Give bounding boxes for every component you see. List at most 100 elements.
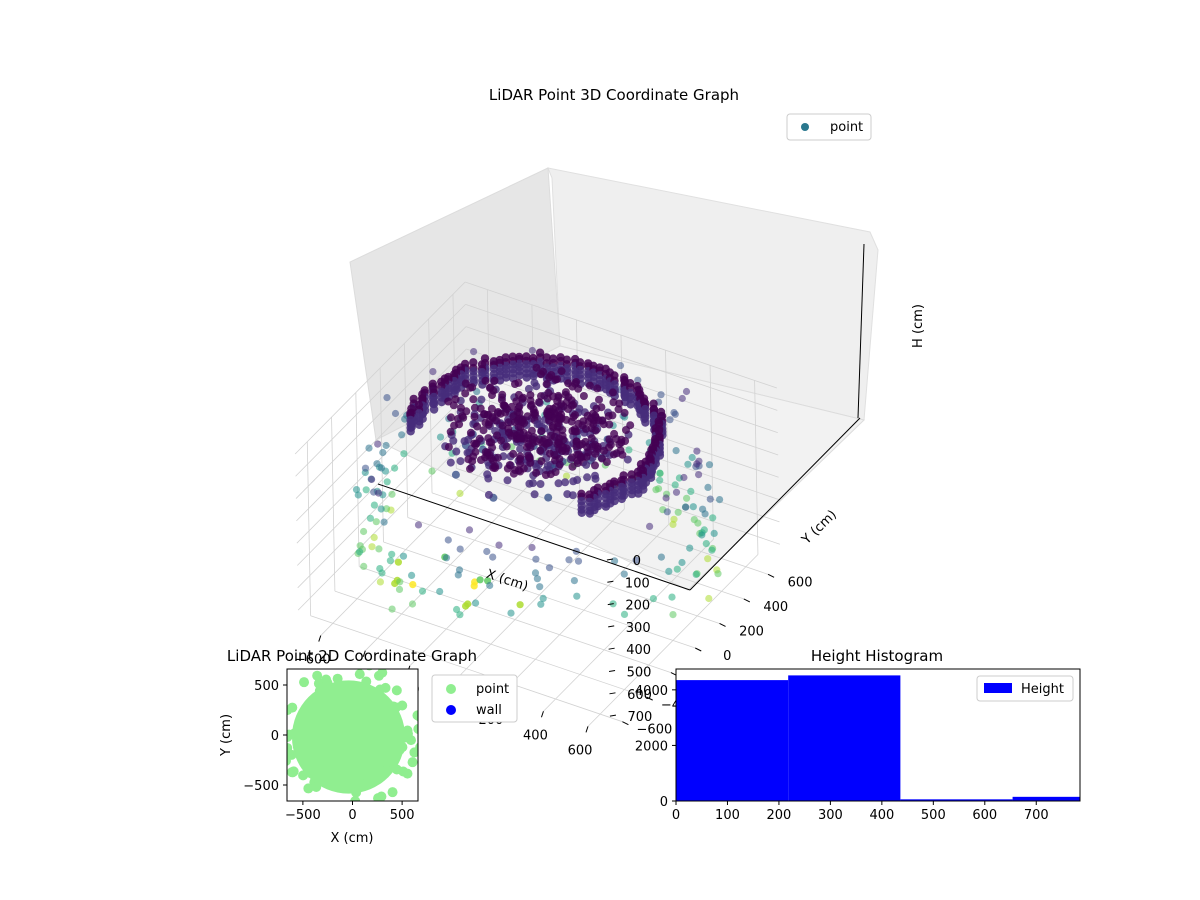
point-3d	[687, 487, 695, 495]
point-3d	[568, 462, 577, 471]
x-tick-label-2d: 0	[348, 808, 356, 823]
point-2d	[381, 765, 392, 776]
point-3d	[666, 416, 674, 424]
point-3d	[608, 388, 617, 397]
point-2d	[321, 674, 332, 685]
x-tick-label-histogram: 0	[672, 808, 680, 823]
point-3d	[470, 348, 478, 356]
point-3d	[366, 514, 374, 522]
y-tick-label-3d: 200	[739, 624, 764, 639]
histogram-title: Height Histogram	[811, 647, 943, 665]
point-3d	[578, 421, 587, 430]
point-2d	[299, 711, 310, 722]
point-3d	[557, 367, 566, 376]
point-3d	[684, 460, 692, 468]
grid-line-floor-y	[383, 541, 696, 649]
point-3d	[524, 384, 533, 393]
point-3d	[361, 464, 370, 472]
point-3d	[394, 558, 402, 566]
point-3d	[591, 461, 599, 470]
point-3d	[529, 371, 538, 381]
point-3d	[702, 540, 710, 548]
point-3d	[464, 455, 473, 464]
point-3d	[408, 571, 416, 580]
point-3d	[714, 570, 722, 578]
point-3d	[414, 521, 423, 529]
point-3d	[449, 436, 458, 445]
legend-histogram-swatch	[984, 683, 1012, 693]
point-3d	[470, 403, 479, 412]
point-3d	[528, 543, 536, 552]
point-3d	[454, 571, 462, 579]
point-3d	[386, 557, 394, 565]
point-3d	[456, 457, 465, 466]
point-3d	[476, 576, 484, 584]
point-2d-dense-region	[291, 680, 406, 794]
y-tick-label-3d: 400	[763, 600, 788, 615]
point-2d	[400, 732, 411, 743]
point-3d	[616, 362, 625, 370]
point-3d	[470, 412, 479, 421]
point-3d	[576, 453, 585, 462]
point-2d	[415, 742, 418, 752]
point-3d	[634, 489, 643, 498]
point-3d	[406, 427, 415, 436]
histogram-bar	[788, 675, 901, 801]
point-3d	[415, 420, 424, 429]
h-axis-label-3d: H (cm)	[911, 304, 926, 348]
point-3d	[501, 408, 510, 417]
point-3d	[695, 457, 703, 465]
point-3d	[503, 476, 512, 485]
grid-line-back-x	[754, 380, 759, 555]
point-3d	[362, 486, 370, 494]
point-3d	[709, 514, 717, 522]
point-3d	[479, 426, 488, 435]
y-axis-line	[689, 417, 861, 591]
point-3d	[395, 585, 404, 594]
point-3d	[626, 400, 635, 409]
point-3d	[398, 431, 406, 439]
point-3d	[646, 522, 654, 531]
grid-line-floor-x	[587, 554, 759, 727]
point-3d	[682, 503, 690, 511]
point-3d	[396, 578, 404, 586]
point-3d	[368, 543, 376, 551]
point-3d	[372, 518, 380, 526]
legend-histogram-label: Height	[1021, 682, 1064, 697]
point-2d	[311, 781, 322, 792]
point-2d	[387, 787, 398, 798]
point-3d	[488, 391, 496, 400]
legend-histogram: Height	[976, 675, 1074, 702]
point-3d	[600, 446, 608, 455]
point-3d	[605, 420, 614, 429]
point-3d	[515, 371, 524, 380]
point-cloud-2d	[287, 669, 418, 801]
point-3d	[487, 454, 496, 463]
point-3d	[484, 474, 493, 483]
x-tick-3d	[362, 650, 366, 657]
point-3d	[682, 387, 691, 396]
point-3d	[671, 481, 679, 489]
point-3d	[532, 468, 541, 477]
point-3d	[360, 527, 368, 536]
point-3d	[536, 480, 545, 488]
h-tick-3d	[608, 625, 615, 628]
point-3d	[657, 553, 666, 561]
point-3d	[544, 493, 553, 502]
point-3d	[604, 412, 613, 420]
point-2d	[407, 757, 418, 768]
point-3d	[574, 557, 583, 565]
point-3d	[516, 467, 525, 476]
h-tick-3d	[607, 603, 614, 606]
ticks-2d: −500 −500 0 0 500 500	[243, 679, 414, 823]
point-3d	[360, 562, 368, 571]
point-3d	[567, 417, 576, 426]
grid-line-floor-x	[543, 539, 714, 712]
y-tick-3d	[743, 598, 751, 603]
point-3d	[708, 546, 716, 554]
point-3d	[452, 447, 461, 456]
point-3d	[460, 437, 469, 446]
point-3d	[704, 555, 712, 563]
x-axis-line	[377, 483, 691, 591]
point-3d	[465, 526, 474, 534]
